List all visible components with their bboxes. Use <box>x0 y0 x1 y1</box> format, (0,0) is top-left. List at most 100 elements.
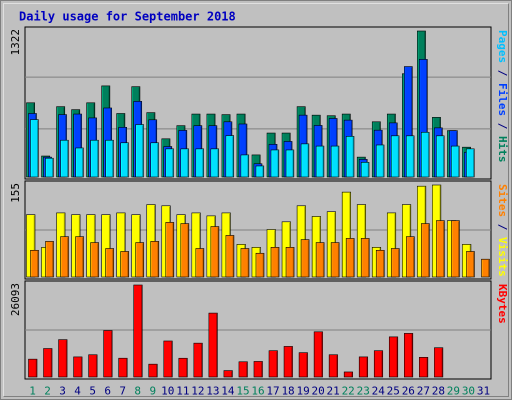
pages-bar <box>210 148 219 178</box>
kbytes-bar <box>358 356 369 378</box>
kbytes-bar <box>223 370 233 378</box>
kbytes-panel: 26093 KBytes <box>9 280 509 380</box>
sites-bar <box>150 241 160 278</box>
kbytes-bar <box>58 339 68 378</box>
day-label: 29 <box>447 385 460 398</box>
visits-bars <box>26 184 490 278</box>
kbytes-bar <box>328 354 338 378</box>
day-label: 21 <box>327 385 340 398</box>
kbytes-bar <box>298 352 308 378</box>
pages-bar <box>360 162 370 178</box>
kbytes-bar <box>193 342 203 378</box>
day-label: 3 <box>59 385 66 398</box>
kbytes-bar <box>283 346 293 378</box>
axis-label-part: / <box>496 63 509 83</box>
day-label: 9 <box>149 385 156 398</box>
kbytes-bar <box>43 348 53 378</box>
day-label: 31 <box>477 385 490 398</box>
sites-bar <box>240 248 250 278</box>
axis-label-part: Pages <box>496 30 509 63</box>
kbytes-bar <box>419 357 429 378</box>
day-label: 8 <box>134 385 141 398</box>
day-label: 16 <box>251 385 264 398</box>
sites-bar <box>375 249 385 278</box>
pages-bar <box>105 139 114 178</box>
kbytes-bars <box>28 284 444 378</box>
kbytes-bar <box>208 312 218 378</box>
day-label: 7 <box>119 385 126 398</box>
day-label: 5 <box>89 385 96 398</box>
day-label: 10 <box>161 385 174 398</box>
sites-bar <box>466 251 475 278</box>
day-label: 22 <box>342 385 355 398</box>
pages-bar <box>270 149 280 178</box>
chart-panels: 1322 Pages / Files / Hits 155 Sites / Visit… <box>9 26 509 380</box>
pages-bar <box>90 139 99 178</box>
kbytes-bar <box>118 357 128 378</box>
day-label: 28 <box>432 385 445 398</box>
sites-bar <box>45 241 54 278</box>
pages-bar <box>225 135 235 178</box>
pages-bar <box>135 124 144 178</box>
day-label: 25 <box>387 385 400 398</box>
sites-bar <box>90 242 99 278</box>
kbytes-bar <box>73 356 83 378</box>
day-label: 14 <box>221 385 235 398</box>
hits-axis-label: Pages / Files / Hits <box>496 30 509 163</box>
chart-title: Daily usage for September 2018 <box>19 10 236 24</box>
sites-bar <box>180 223 190 278</box>
hits-bars <box>26 30 475 178</box>
sites-bar <box>270 247 280 278</box>
sites-bar <box>195 248 205 278</box>
axis-label-part: Files <box>496 83 509 116</box>
sites-bar <box>315 242 325 278</box>
x-axis-day-labels: 1 2 3 4 5 6 7 8 9 10 11 12 13 14 15 16 17 18 19 20 21 22 23 24 2… <box>29 385 490 398</box>
day-label: 19 <box>296 385 309 398</box>
day-label: 18 <box>281 385 294 398</box>
kbytes-bar <box>178 357 188 378</box>
sites-bar <box>421 223 430 278</box>
axis-label-part: Sites <box>496 184 509 217</box>
pages-bar <box>375 144 385 178</box>
day-label: 30 <box>462 385 475 398</box>
day-label: 20 <box>312 385 325 398</box>
kbytes-bar <box>238 361 248 378</box>
day-label: 26 <box>402 385 415 398</box>
pages-bar <box>60 139 69 178</box>
pages-bar <box>180 148 189 178</box>
pages-bar <box>421 131 430 178</box>
pages-bar <box>300 143 310 178</box>
kbytes-bar <box>253 361 263 378</box>
kbytes-bar <box>434 347 444 378</box>
sites-bar <box>330 242 340 278</box>
day-label: 11 <box>176 385 189 398</box>
sites-bar <box>135 242 145 278</box>
day-label: 23 <box>357 385 370 398</box>
day-label: 24 <box>372 385 386 398</box>
sites-bar <box>255 252 265 278</box>
kbytes-bar <box>388 336 399 378</box>
sites-bar <box>105 248 114 278</box>
pages-bar <box>285 149 295 178</box>
pages-bar <box>390 135 400 178</box>
kbytes-bar <box>88 354 98 378</box>
sites-bar <box>360 238 370 278</box>
sites-bar <box>406 236 415 278</box>
kbytes-axis-label: KBytes <box>496 284 509 324</box>
kbytes-bar <box>148 363 158 378</box>
pages-bar <box>45 157 54 178</box>
day-label: 4 <box>74 385 81 398</box>
kbytes-bar <box>103 330 113 378</box>
kbytes-bar <box>163 340 173 378</box>
kbytes-bar <box>373 350 384 378</box>
pages-bar <box>165 148 174 178</box>
pages-bar <box>436 135 445 178</box>
kbytes-bar <box>133 284 143 378</box>
pages-bar <box>330 145 340 178</box>
sites-bar <box>75 236 84 278</box>
kbytes-scale-label: 26093 <box>9 283 22 316</box>
kbytes-bar <box>343 371 353 378</box>
pages-bar <box>195 148 204 178</box>
